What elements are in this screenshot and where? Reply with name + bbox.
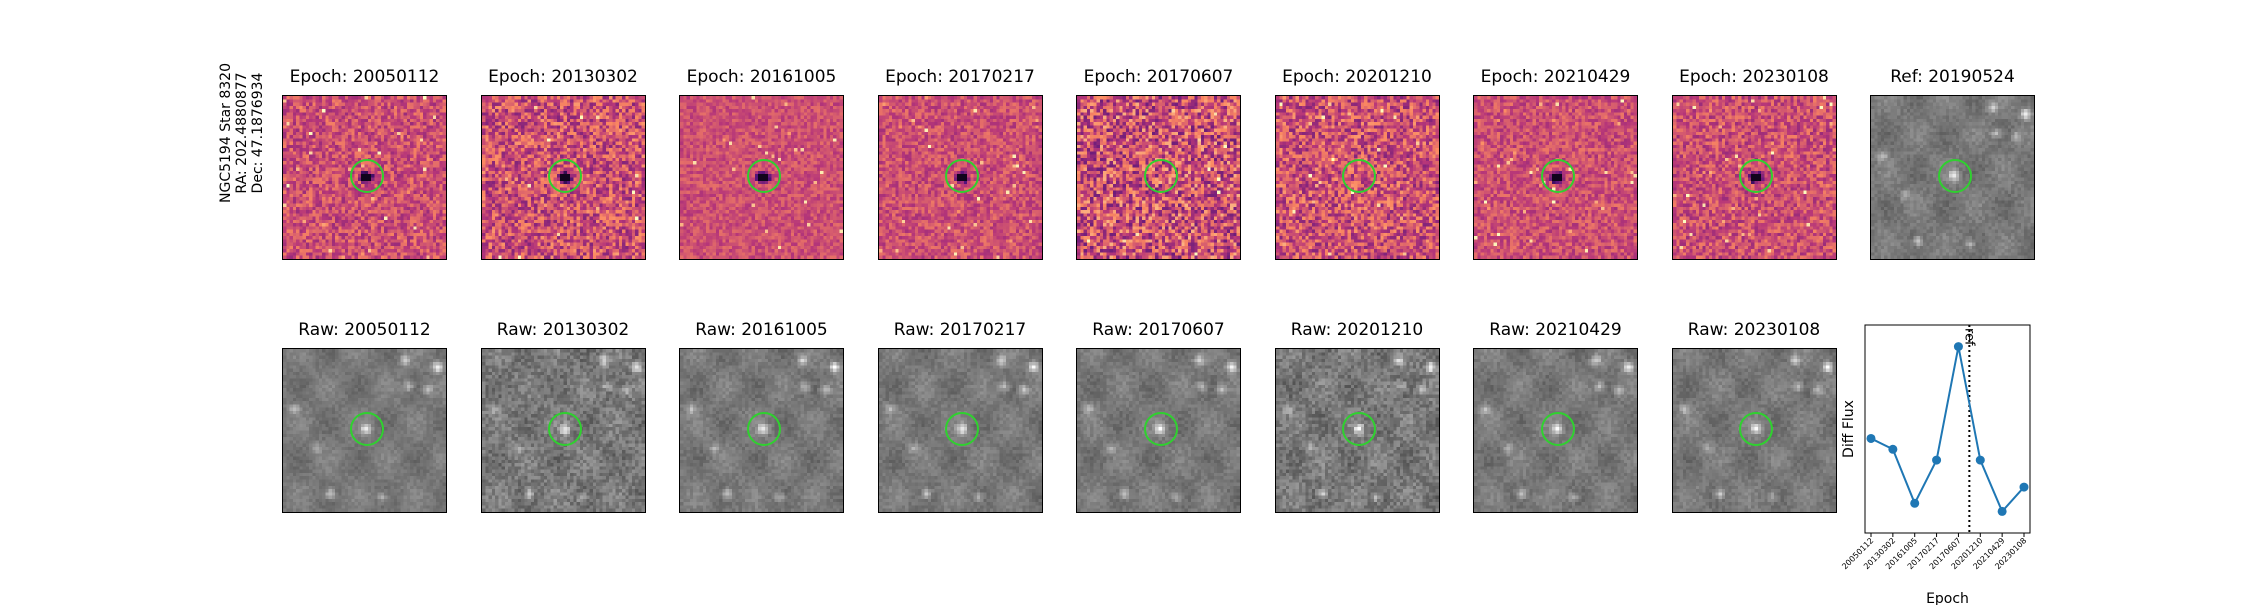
- diff-panel-2-title: Epoch: 20130302: [488, 67, 638, 87]
- diff-panel-6-title: Epoch: 20201210: [1282, 67, 1432, 87]
- target-circle: [548, 158, 582, 193]
- diff-panel-1-title: Epoch: 20050112: [289, 67, 440, 87]
- x-axis-label: Epoch: [1926, 591, 1969, 605]
- star-label: NGC5194 Star 8320 RA: 202.4880877 Dec: 4…: [218, 18, 266, 248]
- raw-panel-6-title: Raw: 20201210: [1290, 320, 1424, 340]
- raw-panel-3-title: Raw: 20161005: [695, 320, 828, 340]
- diff-panel-3-image: [679, 95, 844, 260]
- star-name: NGC5194 Star 8320: [218, 63, 234, 203]
- target-circle: [1739, 411, 1773, 446]
- target-circle: [1342, 158, 1376, 193]
- raw-panel-8-image: [1671, 348, 1837, 513]
- raw-panel-5-title: Raw: 20170607: [1092, 320, 1225, 340]
- target-circle: [349, 411, 384, 446]
- target-circle: [945, 158, 979, 193]
- y-axis-label: Diff Flux: [1841, 400, 1857, 458]
- diff-panel-7-image: [1473, 95, 1638, 260]
- diff-panel-3-title: Epoch: 20161005: [686, 67, 837, 87]
- ref-panel-image: [1870, 95, 2035, 260]
- target-circle: [548, 411, 582, 446]
- raw-panel-4-image: [877, 348, 1043, 513]
- series-line: [1870, 346, 2025, 514]
- raw-panel-1-image: [282, 348, 447, 513]
- diff-panel-5-title: Epoch: 20170607: [1083, 67, 1234, 87]
- data-point: [1953, 342, 1963, 352]
- star-ra: RA: 202.4880877: [234, 72, 250, 194]
- target-circle: [1143, 411, 1178, 446]
- target-circle: [1143, 158, 1178, 193]
- raw-panel-1-title: Raw: 20050112: [298, 320, 431, 340]
- raw-panel-5-image: [1076, 348, 1241, 513]
- data-point: [2019, 482, 2029, 492]
- diff-panel-8-image: [1671, 95, 1837, 260]
- diff-panel-8-title: Epoch: 20230108: [1679, 67, 1829, 87]
- target-circle: [746, 158, 781, 193]
- ref-panel-title: Ref: 20190524: [1890, 67, 2015, 87]
- raw-panel-2-title: Raw: 20130302: [496, 320, 630, 340]
- data-point: [1975, 455, 1985, 465]
- raw-panel-4-title: Raw: 20170217: [893, 320, 1027, 340]
- data-point: [1910, 498, 1920, 508]
- raw-panel-8-title: Raw: 20230108: [1687, 320, 1821, 340]
- target-circle: [1739, 158, 1773, 193]
- target-circle: [945, 411, 979, 446]
- target-circle: [1540, 158, 1575, 193]
- target-circle: [349, 158, 384, 193]
- data-point: [1866, 433, 1876, 443]
- light-curve-chart: ref2005011220130302201610052017021720170…: [1840, 324, 2031, 605]
- data-point: [1932, 455, 1942, 465]
- target-circle: [1937, 158, 1972, 193]
- diff-panel-4-title: Epoch: 20170217: [885, 67, 1035, 87]
- reference-line-label: ref: [1961, 328, 1976, 346]
- diff-panel-6-image: [1274, 95, 1440, 260]
- data-point: [1997, 506, 2007, 516]
- raw-panel-7-image: [1473, 348, 1638, 513]
- chart-axes-frame: [1864, 324, 2031, 534]
- raw-panel-2-image: [480, 348, 646, 513]
- raw-panel-6-image: [1274, 348, 1440, 513]
- diff-panel-4-image: [877, 95, 1043, 260]
- target-circle: [1342, 411, 1376, 446]
- data-point: [1888, 444, 1898, 454]
- diff-panel-1-image: [282, 95, 447, 260]
- target-circle: [1540, 411, 1575, 446]
- diff-panel-7-title: Epoch: 20210429: [1480, 67, 1631, 87]
- target-circle: [746, 411, 781, 446]
- diff-panel-2-image: [480, 95, 646, 260]
- raw-panel-7-title: Raw: 20210429: [1489, 320, 1622, 340]
- diff-panel-5-image: [1076, 95, 1241, 260]
- raw-panel-3-image: [679, 348, 844, 513]
- star-dec: Dec: 47.1876934: [250, 72, 266, 194]
